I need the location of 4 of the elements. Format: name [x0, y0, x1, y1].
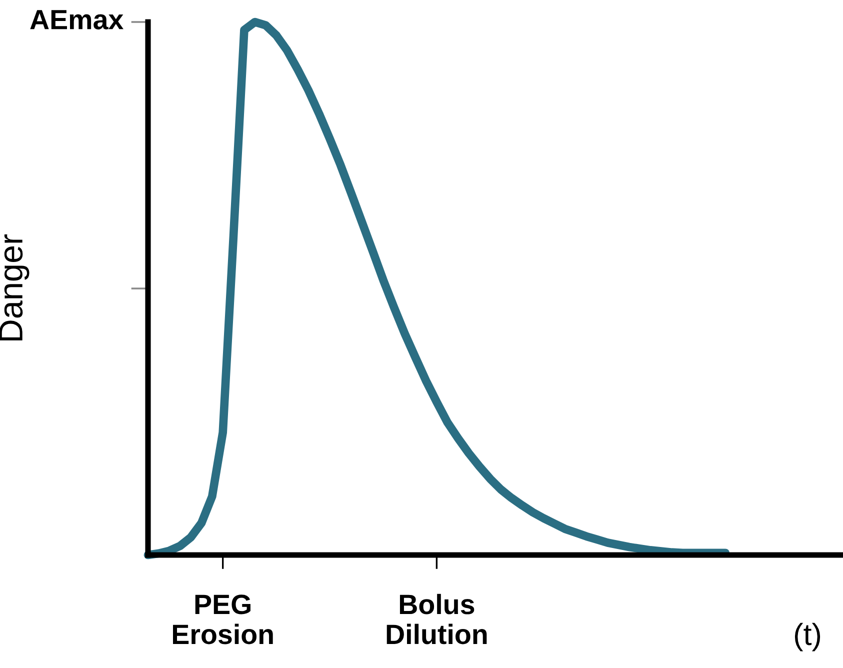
x-tick-label: Bolus Dilution — [386, 594, 487, 644]
x-axis-title: (t) — [794, 622, 820, 652]
text: AEmax — [30, 10, 124, 30]
x-tick-label: PEG Erosion — [173, 594, 273, 644]
